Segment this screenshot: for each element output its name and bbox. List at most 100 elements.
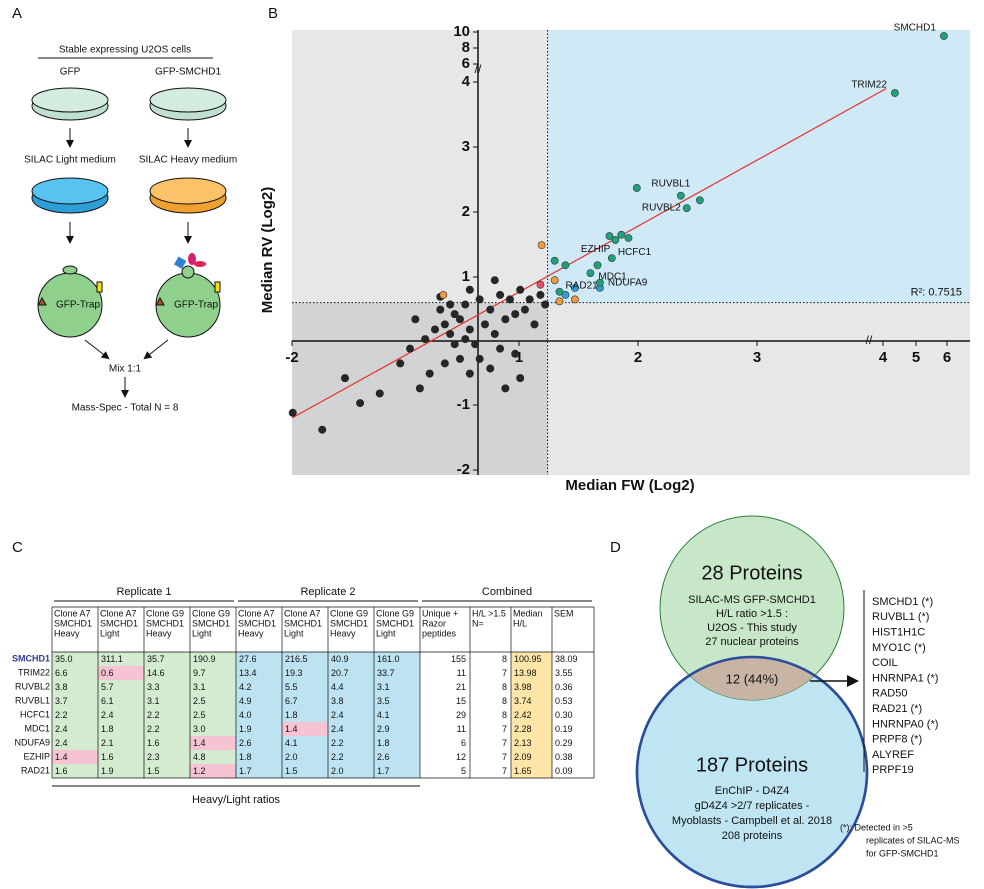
y-tick-label: 4 (462, 73, 471, 90)
column-header: Heavy (238, 628, 264, 638)
column-header: SMCHD1 (54, 618, 92, 628)
point-label: TRIM22 (851, 80, 887, 91)
cell: 1.8 (239, 752, 252, 762)
cell-bg (511, 750, 552, 764)
cell-bg (52, 680, 98, 694)
cell-bg (470, 652, 511, 666)
cell-bg (98, 722, 144, 736)
label: SILAC Heavy medium (139, 155, 237, 166)
cell-bg (144, 694, 190, 708)
protein-item: HIST1H1C (872, 627, 925, 639)
cell-bg (144, 652, 190, 666)
cell: 2.3 (147, 752, 160, 762)
cell-bg (374, 722, 420, 736)
cell: 2.0 (285, 752, 298, 762)
cell-bg (552, 666, 594, 680)
point (605, 232, 614, 240)
dish (31, 177, 109, 214)
venn-title: 28 Proteins (701, 562, 802, 584)
point (530, 320, 539, 329)
cell-bg (282, 680, 328, 694)
point (406, 344, 415, 353)
cell: 1.5 (285, 766, 298, 776)
point (682, 204, 691, 212)
cell: 3.98 (514, 682, 532, 692)
cell-bg (236, 722, 282, 736)
column-header: Clone A7 (100, 608, 137, 618)
protein-item: PRPF19 (872, 764, 914, 776)
venn-line: gD4Z4 >2/7 replicates - (695, 800, 810, 812)
column-header: Clone G9 (146, 608, 184, 618)
cell: 33.7 (377, 668, 395, 678)
point (520, 305, 529, 314)
cell-bg (236, 736, 282, 750)
y-tick-label: 2 (462, 203, 470, 220)
group-label: Replicate 2 (300, 586, 355, 598)
cell: 8 (502, 682, 507, 692)
cell: 3.3 (147, 682, 160, 692)
point (446, 329, 455, 338)
panel-letter: D (610, 539, 621, 556)
point (890, 89, 899, 97)
column-header: H/L (513, 618, 527, 628)
cell-bg (328, 680, 374, 694)
point (511, 349, 520, 358)
x-tick-label: 6 (943, 349, 951, 366)
cell: 0.38 (555, 752, 573, 762)
cell-bg (420, 666, 470, 680)
cell: 8 (502, 696, 507, 706)
cell-bg (282, 652, 328, 666)
cell-bg (144, 722, 190, 736)
venn-title: 187 Proteins (696, 754, 808, 776)
cell-bg (52, 666, 98, 680)
y-tick-label: -2 (457, 461, 470, 478)
cell: 2.1 (101, 738, 114, 748)
protein-item: MYO1C (*) (872, 642, 926, 654)
cell-bg (374, 736, 420, 750)
row-label: EZHIP (23, 751, 50, 761)
cell-bg (328, 694, 374, 708)
point (516, 374, 525, 383)
point (450, 310, 459, 319)
cell-bg (52, 764, 98, 778)
point (501, 315, 510, 324)
cell: 100.95 (514, 654, 542, 664)
row-label: MDC1 (24, 723, 50, 733)
arrow (143, 339, 169, 360)
column-header: Clone G9 (376, 608, 414, 618)
cell: 4.1 (377, 710, 390, 720)
panel-b: B Median FW (Log2) Median RV (Log2) // //… (259, 5, 970, 494)
cell: 190.9 (193, 654, 216, 664)
column-header: SMCHD1 (192, 618, 230, 628)
cell: 35.7 (147, 654, 165, 664)
cell: 5.5 (285, 682, 298, 692)
cell-bg (98, 736, 144, 750)
point (555, 287, 564, 296)
column-header: Light (284, 628, 304, 638)
point (505, 295, 514, 304)
cell: 2.4 (331, 724, 344, 734)
venn-line: EnChIP - D4Z4 (715, 785, 789, 797)
cell-bg (236, 764, 282, 778)
cell: 1.4 (285, 724, 298, 734)
point (561, 261, 570, 270)
fit-line (291, 87, 887, 419)
point-label: RAD21 (565, 280, 598, 291)
venn-overlap-label: 12 (44%) (726, 671, 779, 686)
column-header: Median (513, 608, 543, 618)
cell: 11 (457, 668, 466, 678)
point (571, 295, 579, 304)
point (288, 408, 297, 417)
column-header: Razor (422, 618, 446, 628)
cell: 2.2 (147, 710, 160, 720)
point (455, 354, 464, 363)
column-header: SMCHD1 (376, 618, 414, 628)
y-tick-label: -1 (457, 396, 470, 413)
point (436, 305, 445, 314)
cell-bg (328, 764, 374, 778)
cell: 1.9 (101, 766, 114, 776)
cell-bg (190, 736, 236, 750)
cell-bg (236, 708, 282, 722)
column-header: Heavy (330, 628, 356, 638)
cell: 2.4 (331, 710, 344, 720)
